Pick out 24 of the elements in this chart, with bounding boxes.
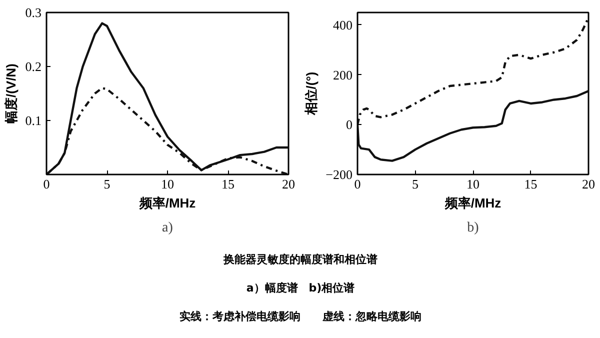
x-axis-title: 频率/MHz [138,196,196,210]
text: a) [162,220,174,236]
y-tick-label: 400 [333,17,352,32]
x-tick-label: 20 [282,176,295,192]
y-axis-title: 幅度/(V/N) [3,64,18,124]
y-tick-label: −200 [326,167,353,182]
y-axis-title: 相位/(°) [304,72,319,116]
x-tick-label: 10 [161,176,174,192]
y-tick-label: 0.3 [25,5,42,20]
x-tick-label: 10 [466,176,480,192]
y-tick-label: 0.2 [25,59,42,74]
y-tick-label: 200 [333,67,352,82]
text: a）幅度谱 b)相位谱 [246,282,355,294]
x-tick-label: 15 [222,176,234,192]
text: 实线：考虑补偿电缆影响 虚线：忽略电缆影响 [180,310,422,323]
x-tick-label: 20 [582,176,595,192]
x-tick-label: 15 [524,176,538,192]
x-axis-title: 频率/MHz [444,196,502,210]
text: b) [467,220,480,236]
x-tick-label: 5 [412,176,418,192]
y-tick-label: 0 [346,117,352,132]
text: 换能器灵敏度的幅度谱和相位谱 [222,253,378,266]
x-tick-label: 5 [104,176,110,192]
y-tick-label: 0.1 [25,113,42,128]
